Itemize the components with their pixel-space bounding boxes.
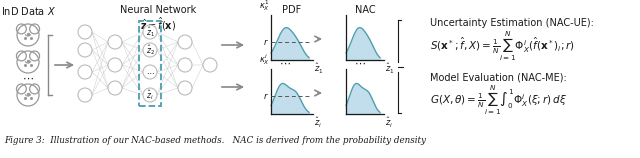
Circle shape [178,35,192,49]
Circle shape [78,65,92,79]
Circle shape [78,88,92,102]
Circle shape [108,81,122,95]
Text: Model Evaluation (NAC-ME):: Model Evaluation (NAC-ME): [430,72,567,82]
Text: Figure 3:  Illustration of our NAC-based methods.   NAC is derived from the prob: Figure 3: Illustration of our NAC-based … [4,136,426,145]
Text: $\hat{z}_i$: $\hat{z}_i$ [385,116,393,130]
Text: $\hat{z}_1$: $\hat{z}_1$ [145,25,154,39]
Circle shape [143,43,157,57]
Text: $\kappa_X^1$: $\kappa_X^1$ [259,0,270,13]
Circle shape [178,81,192,95]
Circle shape [178,58,192,72]
Text: InD Data $X$: InD Data $X$ [1,5,56,17]
Text: $\cdots$: $\cdots$ [146,67,154,76]
Text: $\hat{z}_2$: $\hat{z}_2$ [145,43,154,57]
Text: $\cdots$: $\cdots$ [354,58,366,68]
Text: $r$: $r$ [263,37,269,47]
Text: Neural Network: Neural Network [120,5,196,15]
Text: $\hat{z}_1$: $\hat{z}_1$ [385,62,395,76]
Circle shape [78,43,92,57]
Circle shape [143,65,157,79]
Text: $G(X, \theta) = \frac{1}{N} \sum_{i=1}^{N} \int_0^1 \Phi_X^i(\xi; r)\, d\xi$: $G(X, \theta) = \frac{1}{N} \sum_{i=1}^{… [430,84,567,117]
Text: $\hat{z}_i$: $\hat{z}_i$ [146,88,154,102]
Circle shape [143,25,157,39]
Text: $\hat{z}_1$: $\hat{z}_1$ [314,62,324,76]
Text: $\cdots$: $\cdots$ [22,73,34,83]
Text: Uncertainty Estimation (NAC-UE):: Uncertainty Estimation (NAC-UE): [430,18,594,28]
Circle shape [108,58,122,72]
Text: NAC: NAC [355,5,375,15]
Text: $\hat{z}_i$: $\hat{z}_i$ [314,116,322,130]
Circle shape [203,58,217,72]
Text: $S(\mathbf{x}^*; \hat{f}, X) = \frac{1}{N} \sum_{i=1}^{N} \Phi_X^i(\hat{f}(\math: $S(\mathbf{x}^*; \hat{f}, X) = \frac{1}{… [430,30,575,63]
Text: $\kappa_X^i$: $\kappa_X^i$ [259,52,270,67]
Text: $\hat{\mathbf{z}} = \hat{f}(\mathbf{x})$: $\hat{\mathbf{z}} = \hat{f}(\mathbf{x})$ [140,16,176,33]
Circle shape [78,25,92,39]
Text: $r$: $r$ [263,91,269,101]
Text: PDF: PDF [282,5,301,15]
Circle shape [108,35,122,49]
Text: $\cdots$: $\cdots$ [279,58,291,68]
Circle shape [143,88,157,102]
